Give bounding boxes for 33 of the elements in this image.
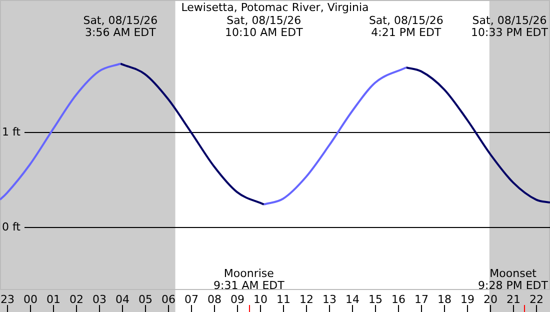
x-tick-label: 08 — [208, 293, 222, 306]
x-tick-label: 14 — [346, 293, 360, 306]
annotation: Sat, 08/15/26 3:56 AM EDT — [83, 14, 158, 39]
annotation: Sat, 08/15/26 10:33 PM EDT — [471, 14, 548, 39]
x-tick-label: 04 — [116, 293, 130, 306]
x-tick-label: 16 — [392, 293, 406, 306]
x-tick-label: 15 — [368, 293, 382, 306]
x-tick-label: 17 — [414, 293, 428, 306]
x-tick-label: 01 — [46, 293, 60, 306]
x-tick-label: 19 — [460, 293, 474, 306]
y-tick-label: 1 ft — [2, 125, 22, 138]
y-tick-label: 0 ft — [2, 220, 22, 234]
x-tick-label: 11 — [276, 293, 290, 306]
x-tick-label: 03 — [92, 293, 106, 306]
x-tick-label: 10 — [254, 293, 268, 306]
chart-title: Lewisetta, Potomac River, Virginia — [181, 1, 369, 14]
x-tick-label: 07 — [184, 293, 198, 306]
x-tick-label: 23 — [0, 293, 14, 306]
x-tick-label: 12 — [300, 293, 314, 306]
ref-line-label: Moonset 9:28 PM EDT — [478, 267, 548, 292]
x-tick-label: 20 — [484, 293, 498, 306]
x-tick-label: 21 — [506, 293, 520, 306]
x-tick-label: 06 — [162, 293, 176, 306]
x-tick-label: 18 — [438, 293, 452, 306]
x-tick-label: 00 — [24, 293, 38, 306]
x-tick-label: 05 — [138, 293, 152, 306]
annotation: Sat, 08/15/26 4:21 PM EDT — [368, 14, 444, 39]
x-tick-label: 09 — [230, 293, 244, 306]
x-tick-label: 02 — [70, 293, 84, 306]
x-tick-label: 13 — [322, 293, 336, 306]
ref-line-label: Moonrise 9:31 AM EDT — [213, 267, 285, 292]
x-tick-label: 22 — [530, 293, 544, 306]
annotation: Sat, 08/15/26 10:10 AM EDT — [224, 14, 304, 39]
